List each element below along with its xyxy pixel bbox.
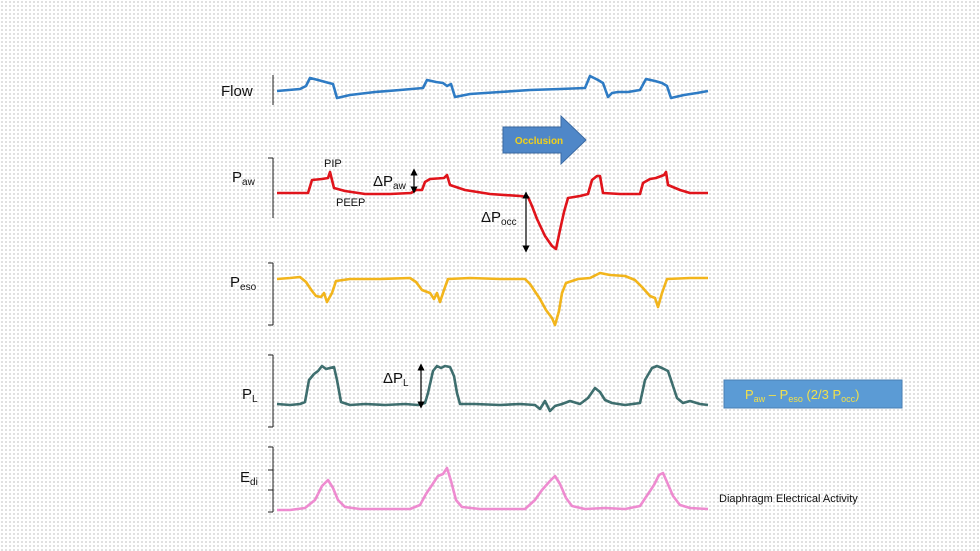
peso-trace <box>276 271 708 327</box>
peso-label: Peso <box>230 274 257 293</box>
occlusion-label: Occlusion <box>515 136 563 147</box>
delta-pl-label: ΔPL <box>383 370 409 389</box>
transpulmonary-formula-box: Paw – Peso (2/3 Pocc) <box>723 379 903 409</box>
delta-pocc-label: ΔPocc <box>481 209 517 228</box>
edi-caption: Diaphragm Electrical Activity <box>719 493 858 505</box>
pl-label: PL <box>242 386 258 405</box>
axes <box>268 75 274 513</box>
delta-paw-label: ΔPaw <box>373 173 407 192</box>
peep-label: PEEP <box>336 197 365 209</box>
edi-label: Edi <box>240 469 258 488</box>
paw-trace <box>277 170 708 251</box>
pl-trace <box>276 364 709 413</box>
flow-trace <box>276 74 709 100</box>
formula-text: Paw – Peso (2/3 Pocc) <box>745 387 860 404</box>
edi-trace <box>277 466 709 512</box>
flow-label: Flow <box>221 83 253 100</box>
pip-label: PIP <box>324 158 342 170</box>
occlusion-arrow: Occlusion <box>502 114 587 166</box>
paw-label: Paw <box>232 169 256 188</box>
